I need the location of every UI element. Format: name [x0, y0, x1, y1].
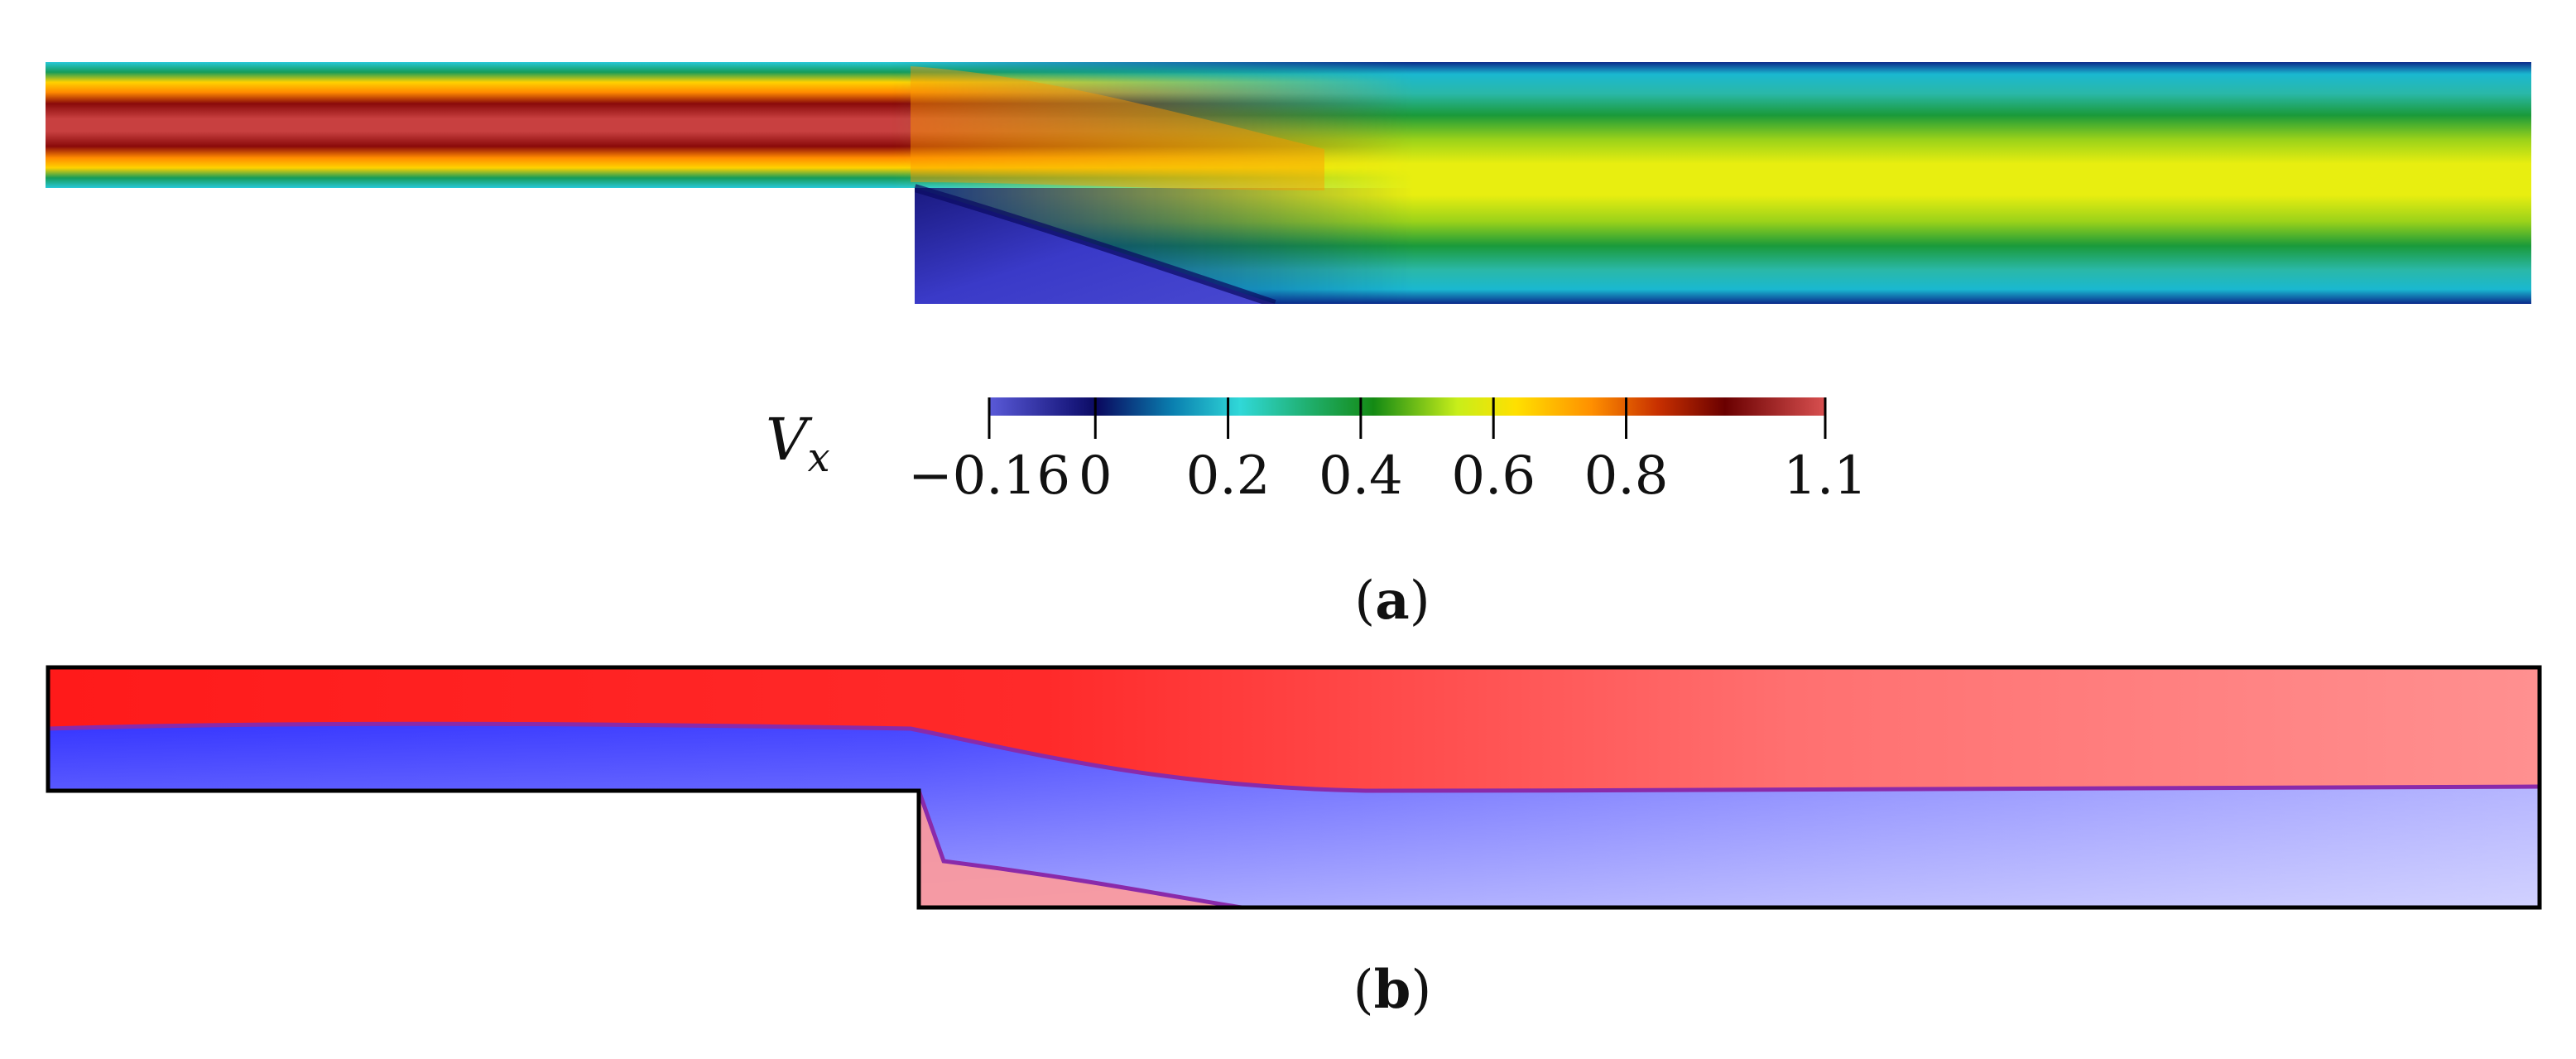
jet-transition — [911, 66, 1324, 190]
interface-line — [48, 721, 2540, 793]
colorbar-gradient — [989, 397, 1825, 416]
panel-b-label: (b) — [1353, 959, 1432, 1021]
particle-field-panel — [48, 667, 2540, 907]
corner-pocket — [919, 791, 1242, 907]
colorbar-tick-label: 1.1 — [1783, 445, 1867, 507]
colorbar-tick-label: 0.4 — [1318, 445, 1403, 507]
domain-border — [46, 665, 2542, 910]
colorbar-tick-label: 0 — [1078, 445, 1113, 507]
colorbar-variable-label: Vx — [766, 406, 830, 481]
panel-a-label: (a) — [1354, 570, 1430, 632]
velocity-field-panel — [46, 62, 2531, 304]
upper-fluid — [48, 667, 2540, 791]
colorbar-tick-label: 0.6 — [1451, 445, 1536, 507]
colorbar-tick-label: 0.2 — [1185, 445, 1271, 507]
colorbar-ticks — [988, 397, 1827, 439]
colorbar — [988, 397, 1827, 439]
colorbar-tick-label: 0.8 — [1584, 445, 1669, 507]
colorbar-tick-label: −0.16 — [907, 445, 1071, 507]
